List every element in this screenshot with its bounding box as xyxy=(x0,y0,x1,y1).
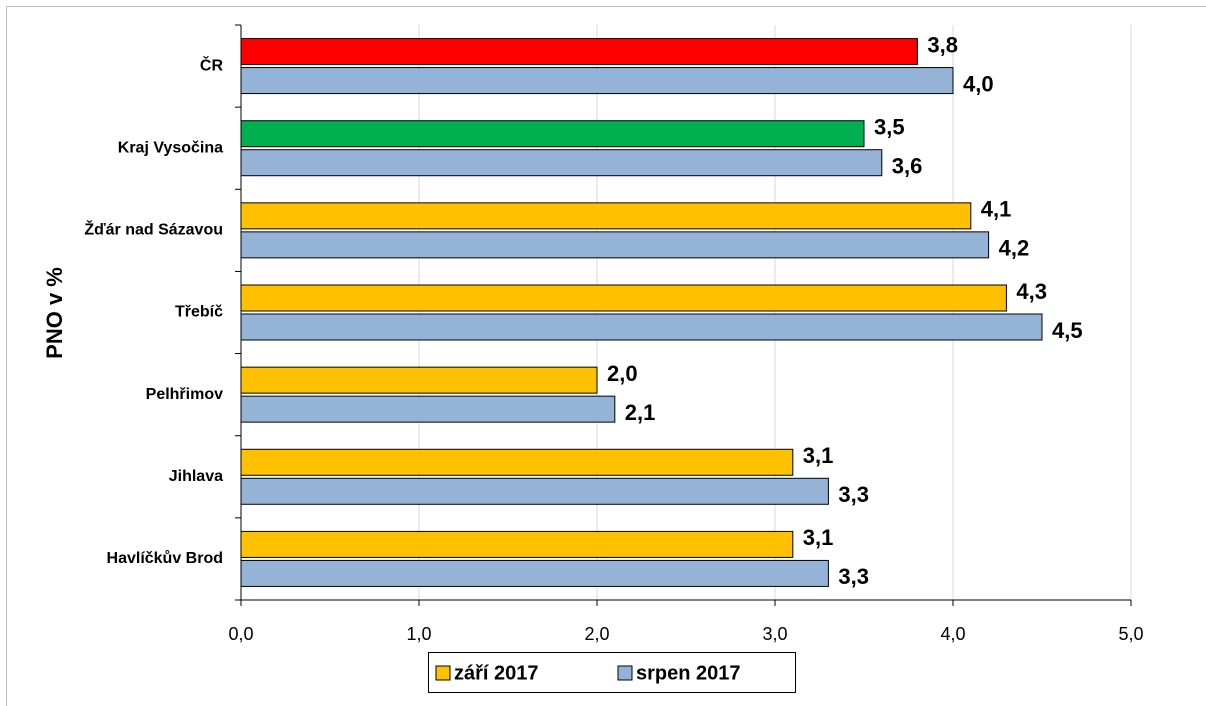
legend-label: srpen 2017 xyxy=(636,662,741,684)
bar xyxy=(240,120,865,148)
chart-frame xyxy=(6,6,1206,706)
bar xyxy=(240,559,829,587)
legend-swatch xyxy=(435,665,451,681)
bar xyxy=(240,38,918,66)
value-label: 2,1 xyxy=(625,400,656,425)
value-label: 3,6 xyxy=(892,154,923,179)
legend-label: září 2017 xyxy=(454,662,539,684)
x-tick-label: 2,0 xyxy=(584,624,609,644)
bar xyxy=(240,395,616,423)
bar xyxy=(240,448,794,476)
y-tick-label: Třebíč xyxy=(175,304,223,321)
value-label: 2,0 xyxy=(607,361,638,386)
x-tick-label: 0,0 xyxy=(228,624,253,644)
bar xyxy=(240,284,1007,312)
value-label: 3,3 xyxy=(838,564,869,589)
bar xyxy=(240,530,794,558)
bar xyxy=(240,202,972,230)
y-tick-label: Žďár nad Sázavou xyxy=(84,220,223,239)
legend-swatch xyxy=(617,665,633,681)
y-axis-title: PNO v % xyxy=(42,267,67,359)
y-tick-label: Havlíčkův Brod xyxy=(107,550,223,567)
value-label: 4,0 xyxy=(963,71,994,96)
value-label: 4,1 xyxy=(981,197,1012,222)
bar xyxy=(240,477,829,505)
value-label: 3,1 xyxy=(803,525,834,550)
bar xyxy=(240,231,990,259)
y-tick-label: Jihlava xyxy=(169,468,223,485)
value-label: 4,3 xyxy=(1016,279,1047,304)
x-tick-label: 5,0 xyxy=(1118,624,1143,644)
x-tick-label: 1,0 xyxy=(406,624,431,644)
bar xyxy=(240,366,598,394)
value-label: 3,1 xyxy=(803,443,834,468)
y-tick-label: Pelhřimov xyxy=(146,386,223,403)
value-label: 3,8 xyxy=(927,32,958,57)
value-label: 3,3 xyxy=(838,482,869,507)
legend-box xyxy=(428,652,796,693)
bar xyxy=(240,67,954,95)
value-label: 4,5 xyxy=(1052,318,1083,343)
x-tick-label: 4,0 xyxy=(940,624,965,644)
value-label: 3,5 xyxy=(874,115,905,140)
y-tick-label: Kraj Vysočina xyxy=(118,139,223,156)
value-label: 4,2 xyxy=(999,236,1030,261)
y-tick-label: ČR xyxy=(200,55,224,74)
bar xyxy=(240,149,883,177)
bar xyxy=(240,313,1043,341)
x-tick-label: 3,0 xyxy=(762,624,787,644)
